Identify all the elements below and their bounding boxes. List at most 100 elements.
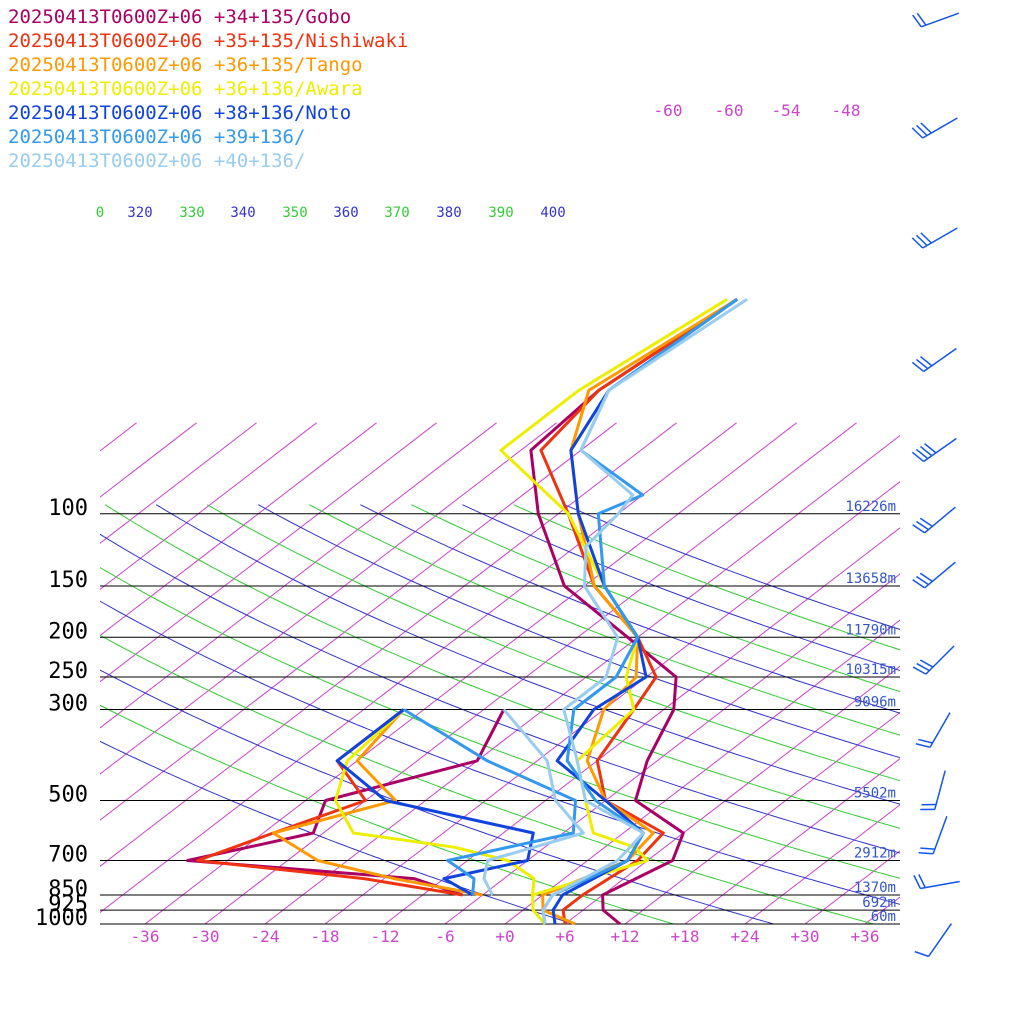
wind-barb-flag [919,659,934,668]
isotherm-line [100,422,617,821]
temperature-tick-label: -6 [435,927,454,946]
theta-label: 340 [230,205,255,221]
wind-barb [914,923,953,958]
wind-barb-flag [920,847,935,850]
height-label: 2912m [854,845,896,861]
legend-entry: 20250413T0600Z+06 +40+136/ [8,150,305,172]
temperature-profile-7 [541,298,748,925]
wind-barb-shaft [934,770,946,810]
theta-label: 390 [488,205,513,221]
wind-barb-flag [911,127,924,139]
isotherm-line [744,804,900,925]
wind-barb-shaft [920,880,960,890]
wind-barb [920,770,946,811]
theta-label: 350 [282,205,307,221]
height-label: 692m [862,895,896,911]
isotherm-line [100,422,437,683]
wind-barb-flag [911,361,925,373]
theta-label: 370 [384,205,409,221]
isotherm-line [100,422,557,775]
height-label: 11790m [845,622,896,638]
wind-barb-flag [911,237,924,249]
upper-temperature-label: -48 [832,101,861,120]
isotherm-line [684,757,900,925]
wind-barb-flag [912,524,926,534]
isotherm-line [0,423,17,924]
wind-barb-flag [916,124,928,137]
temperature-profile-4 [499,298,728,925]
isotherm-line [624,711,900,925]
temperature-profile-5 [551,298,738,925]
dewpoint-profile-7 [482,708,585,896]
wind-barb [915,712,951,749]
isotherm-line [100,422,317,591]
wind-barb [913,874,960,890]
pressure-label: 100 [48,496,88,521]
isotherm-line [100,422,377,637]
dry-adiabat-line [100,634,874,925]
wind-barb-flag [912,666,927,675]
dry-adiabat-line [309,504,900,736]
wind-barb-flag [915,358,929,370]
legend: 20250413T0600Z+06 +34+135/Gobo20250413T0… [8,6,408,172]
dry-adiabat-line [564,504,900,630]
upper-temperature-label: -60 [654,101,683,120]
height-label: 5502m [854,786,896,802]
wind-barb [912,561,956,589]
isotherm-line [264,434,900,925]
wind-barb-flag [920,355,933,367]
temperature-tick-label: +36 [851,927,880,946]
wind-barb-flag [916,662,930,672]
wind-barb [911,347,957,373]
wind-barb-flag [915,743,931,749]
temperature-tick-label: -12 [371,927,400,946]
legend-entry: 20250413T0600Z+06 +38+136/Noto [8,102,351,124]
theta-label: 380 [436,205,461,221]
wind-barb [912,506,956,534]
wind-barb [911,117,958,139]
temperature-tick-label: -18 [311,927,340,946]
wind-barb-shaft [924,561,956,589]
temperature-tick-label: +12 [611,927,640,946]
pressure-label: 200 [48,619,88,644]
wind-barb [912,645,955,675]
temperature-tick-label: +6 [555,927,574,946]
wind-barb-flag [916,234,928,247]
isotherm-line [804,850,900,925]
theta-label: 360 [333,205,358,221]
isotherm-line [564,665,900,925]
isotherm-line [100,422,677,867]
wind-barb-shaft [932,815,948,855]
pressure-label: 300 [48,692,88,717]
theta-label: 330 [179,205,204,221]
wind-barbs [911,12,960,958]
wind-barb-flag [920,122,932,134]
wind-barb-flag [918,874,926,888]
pressure-label: 925 [48,892,88,917]
dry-adiabat-line [100,566,900,879]
pressure-label: 150 [48,568,88,593]
wind-barb-shaft [923,437,957,463]
wind-barb-flag [915,448,929,460]
wind-barb-shaft [927,923,953,957]
height-label: 10315m [845,662,896,678]
height-label: 1370m [854,880,896,896]
isotherm-line [204,422,857,925]
wind-barb-flag [924,443,937,454]
wind-barb [911,437,957,463]
wind-barb-flag [912,579,926,589]
legend-entry: 20250413T0600Z+06 +34+135/Gobo [8,6,351,28]
isotherm-line [100,422,197,498]
legend-entry: 20250413T0600Z+06 +35+135/Nishiwaki [8,30,408,52]
wind-barb-shaft [924,506,956,534]
dry-adiabat-line [258,504,900,759]
legend-entry: 20250413T0600Z+06 +36+135/Tango [8,54,363,76]
wind-barb [918,815,948,855]
wind-barb-flag [920,232,932,244]
pressure-label: 500 [48,783,88,808]
wind-barb-flag [918,738,933,744]
isotherm-line [100,422,497,729]
upper-temperature-label: -60 [715,101,744,120]
isotherm-line [324,481,900,925]
wind-barb-shaft [925,645,955,675]
